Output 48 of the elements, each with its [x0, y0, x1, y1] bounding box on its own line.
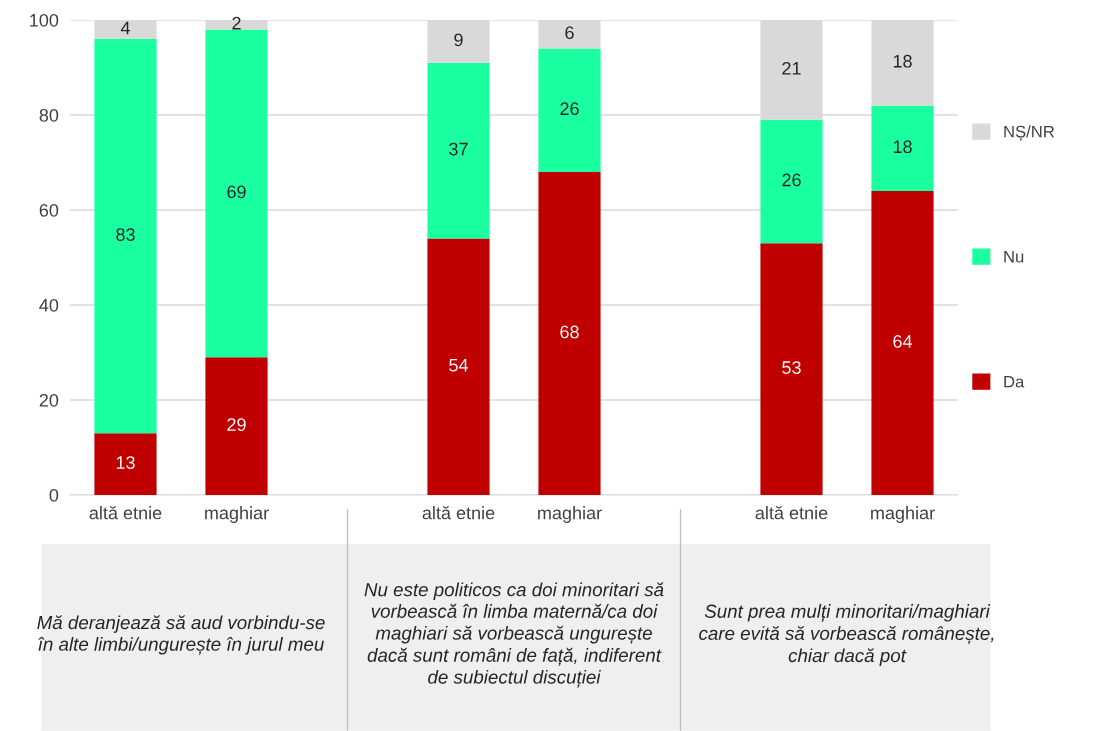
data-label: 9: [454, 33, 463, 47]
data-label: 26: [782, 173, 801, 187]
text: Mă deranjează să aud vorbindu-se în alte limbi/ungurește în jurul meu: [37, 615, 325, 655]
data-label: 53: [782, 361, 801, 374]
x-tick-label: altă etnie: [422, 505, 495, 520]
bar: [427, 62, 490, 239]
y-tick-label: 20: [39, 393, 59, 407]
data-label: 18: [893, 54, 912, 68]
y-tick-label: 80: [39, 108, 59, 122]
data-label: 2: [232, 16, 241, 30]
bar: [538, 172, 601, 495]
data-label: 29: [227, 418, 246, 431]
y-tick-label: 60: [39, 203, 59, 217]
x-tick-label: maghiar: [538, 506, 602, 523]
data-label: 26: [560, 102, 579, 116]
data-label: 37: [449, 142, 468, 156]
bar: [94, 39, 157, 434]
x-tick-label: altă etnie: [755, 505, 828, 520]
data-label: 64: [893, 335, 913, 348]
data-label: 69: [227, 185, 246, 199]
legend-label: Nu: [1004, 250, 1024, 263]
bar: [205, 357, 268, 495]
data-label: 83: [116, 228, 135, 241]
bar: [427, 238, 490, 495]
bar: [205, 29, 268, 358]
x-tick-label: maghiar: [205, 506, 269, 523]
y-tick-label: 0: [49, 488, 59, 502]
data-label: 13: [116, 456, 135, 469]
data-label: 4: [120, 21, 130, 35]
y-tick-label: 40: [39, 298, 59, 312]
legend-label: Da: [1004, 375, 1025, 388]
bar: [871, 105, 934, 191]
text: Sunt prea mulți minoritari/maghiari care evită să vorbească românește, chiar dacă pot: [699, 604, 994, 666]
y-tick-label: 100: [30, 13, 59, 27]
bar: [94, 433, 157, 495]
x-tick-label: maghiar: [871, 506, 935, 523]
data-label: 54: [449, 359, 469, 372]
bar: [538, 48, 601, 172]
legend-label: NȘ/NR: [1004, 125, 1055, 141]
data-label: 6: [565, 26, 574, 40]
bar: [760, 119, 823, 244]
data-label: 21: [782, 61, 801, 75]
data-label: 68: [560, 325, 579, 339]
data-label: 18: [893, 140, 912, 154]
x-tick-label: altă etnie: [89, 505, 162, 520]
bar: [871, 191, 934, 495]
bar: [760, 243, 823, 495]
text: Nu este politicos ca doi minoritari să vorbească în limba maternă/ca doi maghiari să vorbească ungurește dacă sunt români de față, indiferent de subiectul discuției: [364, 582, 664, 688]
